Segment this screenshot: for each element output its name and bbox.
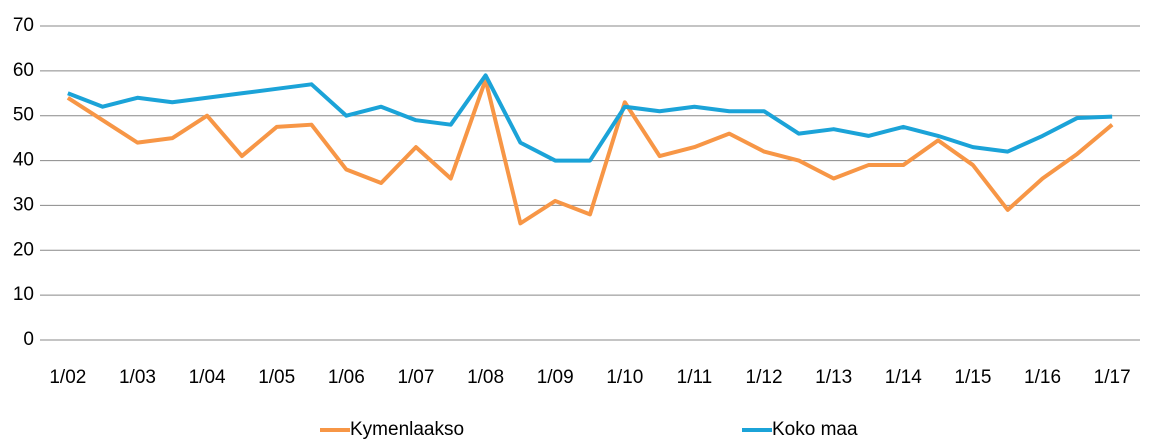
y-tick-label: 70 xyxy=(13,15,34,36)
legend-label: Kymenlaakso xyxy=(350,419,464,439)
y-tick-label: 40 xyxy=(13,150,34,171)
y-tick-label: 50 xyxy=(13,105,34,126)
series-line xyxy=(66,77,1114,226)
y-tick-label: 30 xyxy=(13,194,34,215)
x-tick-label: 1/17 xyxy=(1094,367,1131,388)
x-tick-label: 1/09 xyxy=(537,367,574,388)
x-tick-label: 1/06 xyxy=(328,367,365,388)
x-tick-label: 1/10 xyxy=(606,367,643,388)
legend-label: Koko maa xyxy=(772,419,858,439)
x-tick-label: 1/14 xyxy=(885,367,922,388)
y-tick-label: 10 xyxy=(13,284,34,305)
x-tick-label: 1/15 xyxy=(954,367,991,388)
x-tick-label: 1/16 xyxy=(1024,367,1061,388)
x-tick-label: 1/03 xyxy=(119,367,156,388)
x-tick-label: 1/13 xyxy=(815,367,852,388)
series-line xyxy=(67,73,1113,163)
y-tick-label: 20 xyxy=(13,239,34,260)
x-tick-label: 1/05 xyxy=(258,367,295,388)
x-tick-label: 1/12 xyxy=(746,367,783,388)
y-tick-label: 0 xyxy=(23,329,34,350)
x-tick-label: 1/07 xyxy=(397,367,434,388)
x-tick-label: 1/08 xyxy=(467,367,504,388)
x-tick-label: 1/11 xyxy=(677,367,713,388)
x-tick-label: 1/04 xyxy=(189,367,226,388)
y-tick-label: 60 xyxy=(13,60,34,81)
x-tick-label: 1/02 xyxy=(49,367,86,388)
